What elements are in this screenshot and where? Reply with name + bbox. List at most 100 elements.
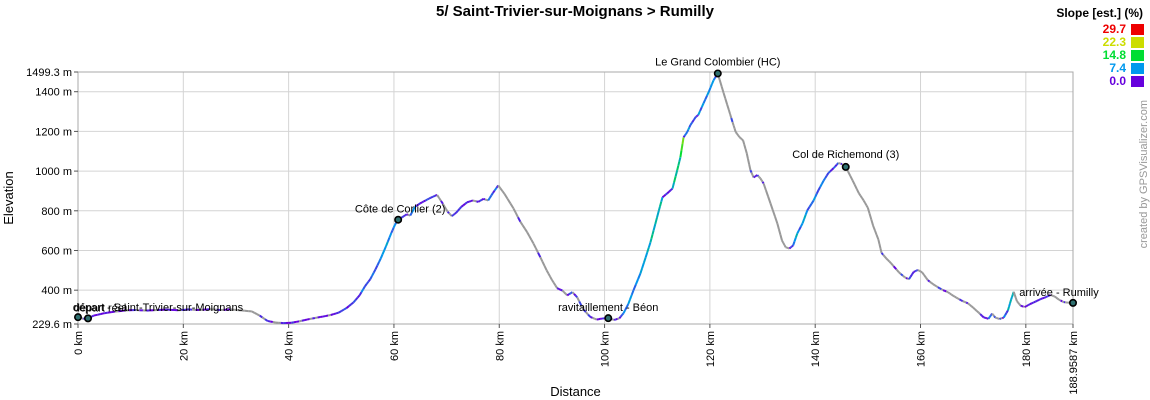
profile-segment — [718, 79, 723, 87]
profile-segment — [449, 214, 453, 217]
profile-segment — [979, 313, 983, 317]
profile-segment — [993, 315, 997, 319]
profile-segment — [804, 210, 809, 216]
profile-segment — [304, 318, 308, 322]
profile-segment — [930, 282, 934, 286]
profile-segment — [532, 243, 537, 249]
profile-segment — [107, 311, 112, 314]
profile-segment — [902, 274, 906, 279]
profile-segment — [879, 248, 883, 254]
profile-segment — [442, 203, 446, 208]
profile-segment — [1008, 302, 1011, 308]
y-tick-label: 600 m — [41, 245, 72, 257]
profile-segment — [657, 206, 662, 212]
profile-segment — [914, 269, 917, 273]
legend-color-swatch — [1131, 24, 1144, 35]
profile-segment — [937, 286, 941, 290]
profile-segment — [793, 237, 797, 242]
profile-segment — [446, 211, 450, 214]
profile-segment — [556, 287, 560, 290]
profile-segment — [866, 207, 871, 215]
profile-segment — [755, 174, 758, 177]
profile-segment — [526, 231, 531, 237]
profile-segment — [438, 197, 442, 202]
profile-segment — [587, 313, 592, 318]
profile-segment — [859, 195, 863, 199]
profile-segment — [677, 161, 681, 167]
profile-segment — [1005, 309, 1009, 314]
profile-segment — [298, 319, 303, 323]
x-tick-label: 140 km — [810, 331, 822, 367]
profile-segment — [364, 283, 368, 287]
x-tick-label: 60 km — [389, 331, 401, 361]
profile-segment — [836, 162, 840, 166]
profile-segment — [1033, 300, 1036, 304]
profile-segment — [417, 202, 421, 206]
profile-segment — [954, 295, 957, 299]
profile-segment — [430, 195, 434, 199]
profile-segment — [1045, 295, 1048, 299]
legend-title: Slope [est.] (%) — [1056, 6, 1143, 20]
profile-segment — [385, 241, 389, 247]
profile-segment — [661, 195, 665, 199]
profile-segment — [753, 175, 756, 179]
profile-segment — [712, 77, 716, 81]
profile-segment — [256, 313, 261, 317]
profile-segment — [432, 194, 436, 198]
profile-segment — [887, 259, 891, 263]
profile-segment — [514, 212, 519, 218]
profile-segment — [911, 271, 915, 275]
profile-segment — [445, 208, 449, 213]
profile-segment — [959, 298, 962, 302]
profile-segment — [383, 245, 387, 251]
profile-segment — [425, 198, 428, 202]
profile-segment — [964, 300, 967, 304]
profile-segment — [343, 307, 348, 311]
profile-segment — [820, 180, 825, 185]
profile-segment — [625, 303, 630, 308]
profile-segment — [909, 273, 913, 278]
profile-segment — [309, 317, 313, 321]
profile-segment — [270, 320, 274, 323]
profile-segment — [761, 181, 765, 184]
profile-segment — [720, 86, 725, 94]
profile-segment — [1017, 301, 1021, 305]
profile-segment — [460, 204, 464, 208]
profile-segment — [358, 291, 363, 296]
profile-segment — [739, 137, 743, 140]
profile-segment — [503, 193, 509, 200]
profile-segment — [806, 206, 811, 211]
profile-segment — [470, 199, 474, 203]
profile-segment — [558, 288, 562, 291]
profile-segment — [711, 79, 715, 85]
profile-segment — [554, 284, 559, 289]
profile-segment — [464, 201, 468, 205]
profile-segment — [732, 125, 736, 129]
profile-segment — [436, 194, 440, 199]
profile-segment — [949, 292, 952, 296]
waypoint-marker — [1069, 298, 1078, 307]
profile-segment — [798, 226, 802, 231]
profile-segment — [352, 299, 357, 304]
profile-segment — [547, 273, 552, 278]
profile-segment — [831, 167, 835, 171]
profile-segment — [992, 314, 996, 317]
profile-segment — [484, 198, 487, 201]
profile-segment — [729, 113, 733, 119]
profile-segment — [1026, 304, 1029, 307]
profile-segment — [774, 216, 779, 224]
profile-segment — [905, 277, 908, 280]
profile-segment — [771, 209, 776, 217]
profile-segment — [921, 271, 925, 276]
y-tick-label: 1200 m — [35, 126, 72, 138]
profile-segment — [822, 177, 827, 182]
profile-segment — [493, 187, 498, 191]
x-tick-label: 120 km — [705, 331, 717, 367]
profile-segment — [742, 140, 746, 145]
profile-segment — [1006, 306, 1010, 311]
profile-segment — [776, 223, 780, 230]
profile-segment — [880, 252, 884, 256]
profile-segment — [727, 109, 732, 115]
profile-segment — [918, 269, 922, 273]
profile-segment — [945, 290, 949, 294]
